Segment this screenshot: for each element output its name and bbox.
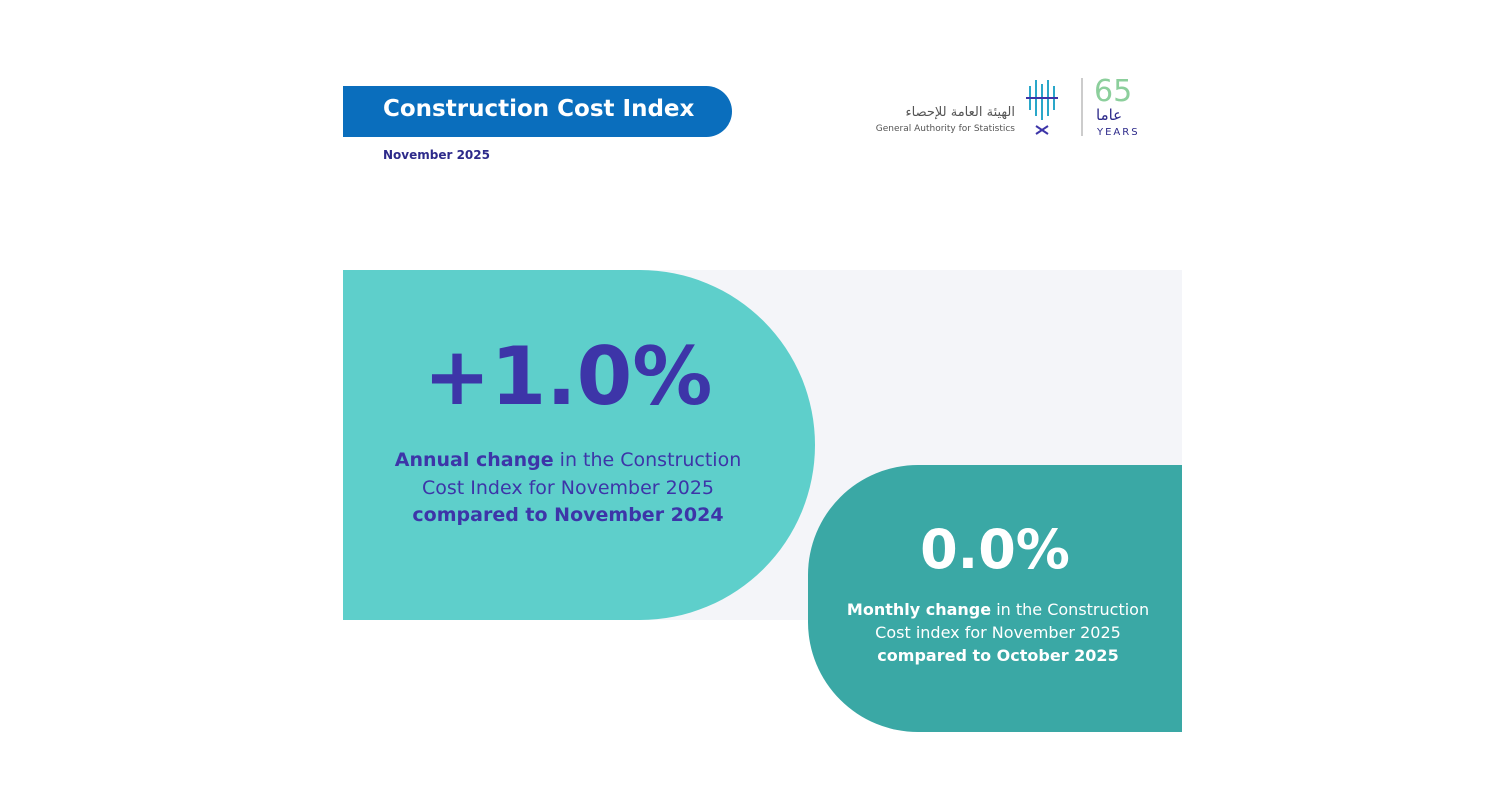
description-segment: in the Construction Cost Index for Novem… — [421, 449, 742, 499]
title: Construction Cost Index — [383, 96, 695, 122]
description-segment: Monthly change — [846, 600, 992, 619]
anniversary-arabic: عاما — [1096, 106, 1123, 124]
monthly-value: 0.0% — [920, 518, 1070, 581]
description-segment: in the Construction Cost index for Novem… — [875, 600, 1150, 643]
anniversary-number: 65 — [1094, 74, 1133, 109]
monthly-card — [808, 465, 1182, 732]
anniversary-english: YEARS — [1097, 127, 1140, 138]
logo-english-name: General Authority for Statistics — [875, 124, 1015, 134]
date: November 2025 — [383, 148, 490, 162]
title-bar — [343, 86, 732, 137]
logo-mark — [1026, 78, 1083, 136]
annual-value: +1.0% — [423, 330, 713, 423]
description-segment: Annual change — [394, 449, 554, 471]
annual-card — [343, 270, 815, 620]
logo-arabic-name: الهيئة العامة للإحصاء — [905, 105, 1015, 120]
annual-description: Annual change in the Construction Cost I… — [380, 447, 756, 530]
description-segment: compared to November 2024 — [412, 504, 724, 527]
description-segment: compared to October 2025 — [877, 646, 1119, 666]
monthly-description: Monthly change in the Construction Cost … — [838, 598, 1158, 668]
